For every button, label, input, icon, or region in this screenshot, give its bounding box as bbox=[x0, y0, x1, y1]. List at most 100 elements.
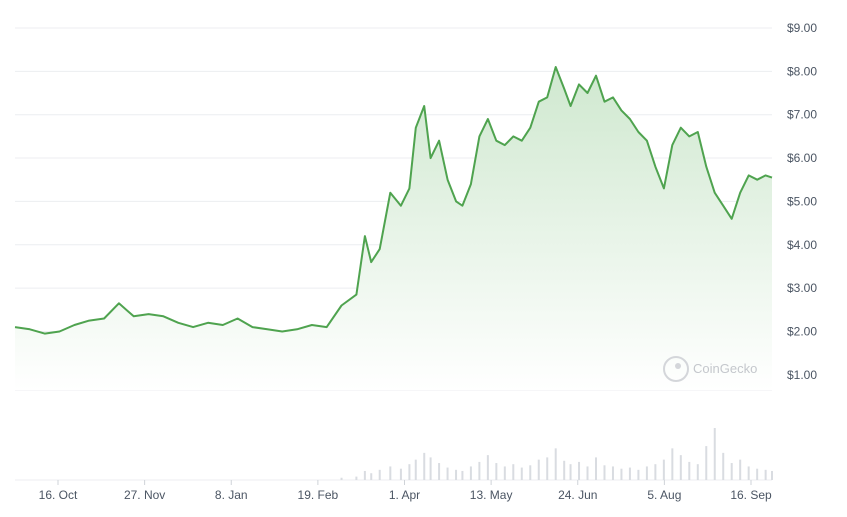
data-point[interactable] bbox=[678, 125, 683, 130]
data-point[interactable] bbox=[131, 314, 136, 319]
data-point[interactable] bbox=[72, 322, 77, 327]
data-point[interactable] bbox=[610, 95, 615, 100]
volume-bar bbox=[730, 463, 733, 480]
data-point[interactable] bbox=[562, 86, 567, 91]
data-point[interactable] bbox=[398, 203, 403, 208]
volume-bar bbox=[408, 464, 411, 480]
data-point[interactable] bbox=[528, 125, 533, 130]
data-point[interactable] bbox=[585, 91, 590, 96]
volume-bar bbox=[363, 470, 366, 480]
y-tick-label: $3.00 bbox=[787, 281, 817, 295]
volume-bar bbox=[679, 455, 682, 480]
data-point[interactable] bbox=[437, 138, 442, 143]
data-point[interactable] bbox=[339, 303, 344, 308]
data-point[interactable] bbox=[220, 322, 225, 327]
data-point[interactable] bbox=[191, 325, 196, 330]
data-point[interactable] bbox=[770, 175, 775, 180]
data-point[interactable] bbox=[362, 234, 367, 239]
data-point[interactable] bbox=[460, 203, 465, 208]
data-point[interactable] bbox=[536, 99, 541, 104]
price-line[interactable] bbox=[14, 66, 773, 335]
gecko-eye-icon bbox=[675, 363, 681, 369]
data-point[interactable] bbox=[619, 108, 624, 113]
data-point[interactable] bbox=[265, 327, 270, 332]
data-point[interactable] bbox=[594, 73, 599, 78]
volume-bar bbox=[645, 466, 648, 480]
data-point[interactable] bbox=[712, 190, 717, 195]
volume-bar bbox=[637, 469, 640, 480]
data-point[interactable] bbox=[369, 260, 374, 265]
coingecko-logo: CoinGecko bbox=[663, 356, 757, 382]
data-point[interactable] bbox=[494, 138, 499, 143]
volume-bar bbox=[446, 467, 449, 480]
volume-bar bbox=[546, 457, 549, 480]
data-point[interactable] bbox=[687, 134, 692, 139]
data-point[interactable] bbox=[738, 190, 743, 195]
data-point[interactable] bbox=[176, 320, 181, 325]
data-point[interactable] bbox=[661, 186, 666, 191]
y-axis: $1.00 $2.00 $3.00 $4.00 $5.00 $6.00 $7.00 $8.00… bbox=[787, 21, 817, 382]
data-point[interactable] bbox=[445, 177, 450, 182]
volume-bar bbox=[747, 466, 750, 480]
volume-bar bbox=[429, 457, 432, 480]
data-point[interactable] bbox=[511, 134, 516, 139]
data-point[interactable] bbox=[746, 173, 751, 178]
data-point[interactable] bbox=[407, 186, 412, 191]
x-tick-label: 27. Nov bbox=[124, 488, 165, 502]
data-point[interactable] bbox=[413, 125, 418, 130]
volume-bar bbox=[595, 457, 598, 480]
data-point[interactable] bbox=[235, 316, 240, 321]
data-point[interactable] bbox=[553, 65, 558, 70]
data-point[interactable] bbox=[309, 322, 314, 327]
data-point[interactable] bbox=[670, 143, 675, 148]
data-point[interactable] bbox=[477, 134, 482, 139]
data-point[interactable] bbox=[42, 331, 47, 336]
data-point[interactable] bbox=[602, 99, 607, 104]
volume-bar bbox=[578, 461, 581, 480]
volume-bar bbox=[529, 465, 532, 480]
data-point[interactable] bbox=[205, 320, 210, 325]
data-point[interactable] bbox=[161, 314, 166, 319]
data-point[interactable] bbox=[102, 316, 107, 321]
data-point[interactable] bbox=[636, 130, 641, 135]
data-point[interactable] bbox=[116, 301, 121, 306]
gecko-logo-icon bbox=[663, 356, 689, 382]
data-point[interactable] bbox=[388, 190, 393, 195]
data-point[interactable] bbox=[545, 95, 550, 100]
data-point[interactable] bbox=[146, 312, 151, 317]
data-point[interactable] bbox=[280, 329, 285, 334]
data-point[interactable] bbox=[704, 164, 709, 169]
data-point[interactable] bbox=[502, 143, 507, 148]
data-point[interactable] bbox=[755, 177, 760, 182]
data-point[interactable] bbox=[568, 104, 573, 109]
data-point[interactable] bbox=[721, 203, 726, 208]
data-point[interactable] bbox=[422, 104, 427, 109]
volume-bar bbox=[438, 463, 441, 480]
data-point[interactable] bbox=[695, 130, 700, 135]
data-point[interactable] bbox=[377, 247, 382, 252]
data-point[interactable] bbox=[577, 82, 582, 87]
data-point[interactable] bbox=[729, 216, 734, 221]
data-point[interactable] bbox=[653, 164, 658, 169]
data-point[interactable] bbox=[250, 325, 255, 330]
data-point[interactable] bbox=[27, 327, 32, 332]
x-tick-label: 16. Sep bbox=[730, 488, 772, 502]
data-point[interactable] bbox=[644, 138, 649, 143]
data-point[interactable] bbox=[354, 292, 359, 297]
data-point[interactable] bbox=[627, 117, 632, 122]
data-point[interactable] bbox=[87, 318, 92, 323]
volume-bar bbox=[705, 446, 708, 480]
volume-bar bbox=[771, 470, 773, 480]
data-point[interactable] bbox=[468, 182, 473, 187]
data-point[interactable] bbox=[428, 156, 433, 161]
data-point[interactable] bbox=[13, 325, 18, 330]
data-point[interactable] bbox=[763, 173, 768, 178]
x-tick-label: 19. Feb bbox=[298, 488, 339, 502]
data-point[interactable] bbox=[519, 138, 524, 143]
data-point[interactable] bbox=[454, 199, 459, 204]
data-point[interactable] bbox=[295, 327, 300, 332]
data-point[interactable] bbox=[485, 117, 490, 122]
data-point[interactable] bbox=[57, 329, 62, 334]
data-point[interactable] bbox=[324, 325, 329, 330]
